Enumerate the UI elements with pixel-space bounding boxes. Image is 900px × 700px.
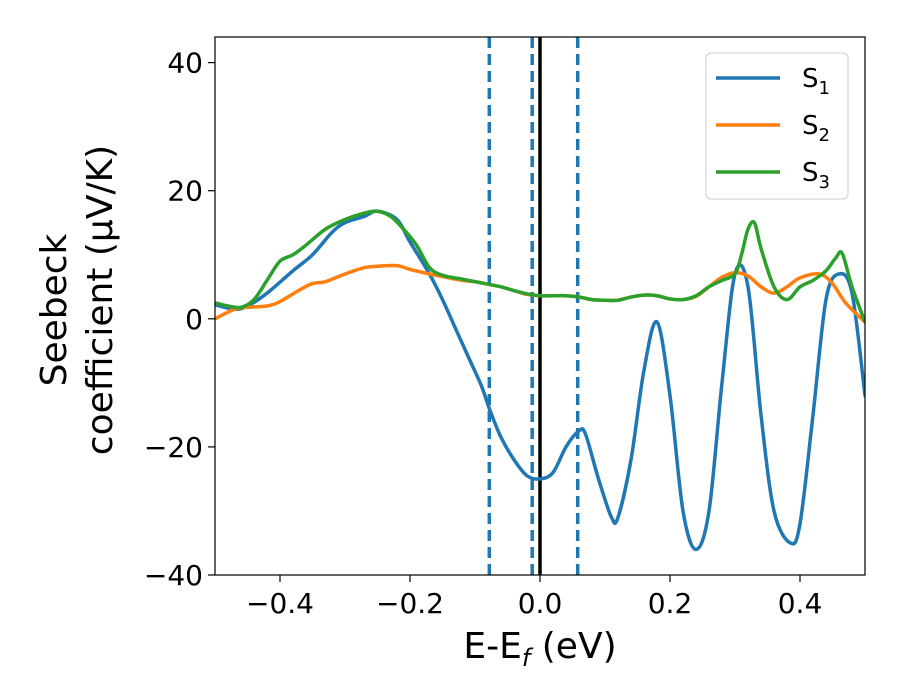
- x-axis-label: E-Ef (eV): [463, 626, 616, 672]
- y-axis-label-line2: coefficient (μV/K): [80, 145, 121, 455]
- series-lines: [215, 209, 865, 552]
- x-axis-ticks: −0.4 −0.2 0.0 0.2 0.4: [246, 575, 822, 620]
- series-line-s1: [215, 209, 865, 552]
- x-tick-label: 0.0: [518, 587, 563, 620]
- legend-label-s3: S3: [802, 158, 830, 193]
- series-line-s3: [215, 209, 865, 324]
- legend: S1 S2 S3: [705, 52, 849, 200]
- y-tick-label: −40: [144, 559, 203, 592]
- x-tick-label: 0.4: [778, 587, 823, 620]
- x-tick-label: 0.2: [648, 587, 693, 620]
- y-tick-label: −20: [144, 431, 203, 464]
- y-tick-label: 20: [167, 175, 203, 208]
- y-tick-label: 0: [185, 303, 203, 336]
- x-tick-label: −0.4: [246, 587, 314, 620]
- y-tick-label: 40: [167, 47, 203, 80]
- x-tick-label: −0.2: [376, 587, 444, 620]
- legend-label-s2: S2: [802, 111, 830, 146]
- y-axis-ticks: −40 −20 0 20 40: [144, 47, 215, 592]
- y-axis-label-line1: Seebeck: [34, 233, 75, 386]
- reference-lines: [487, 37, 580, 575]
- legend-label-s1: S1: [802, 64, 830, 99]
